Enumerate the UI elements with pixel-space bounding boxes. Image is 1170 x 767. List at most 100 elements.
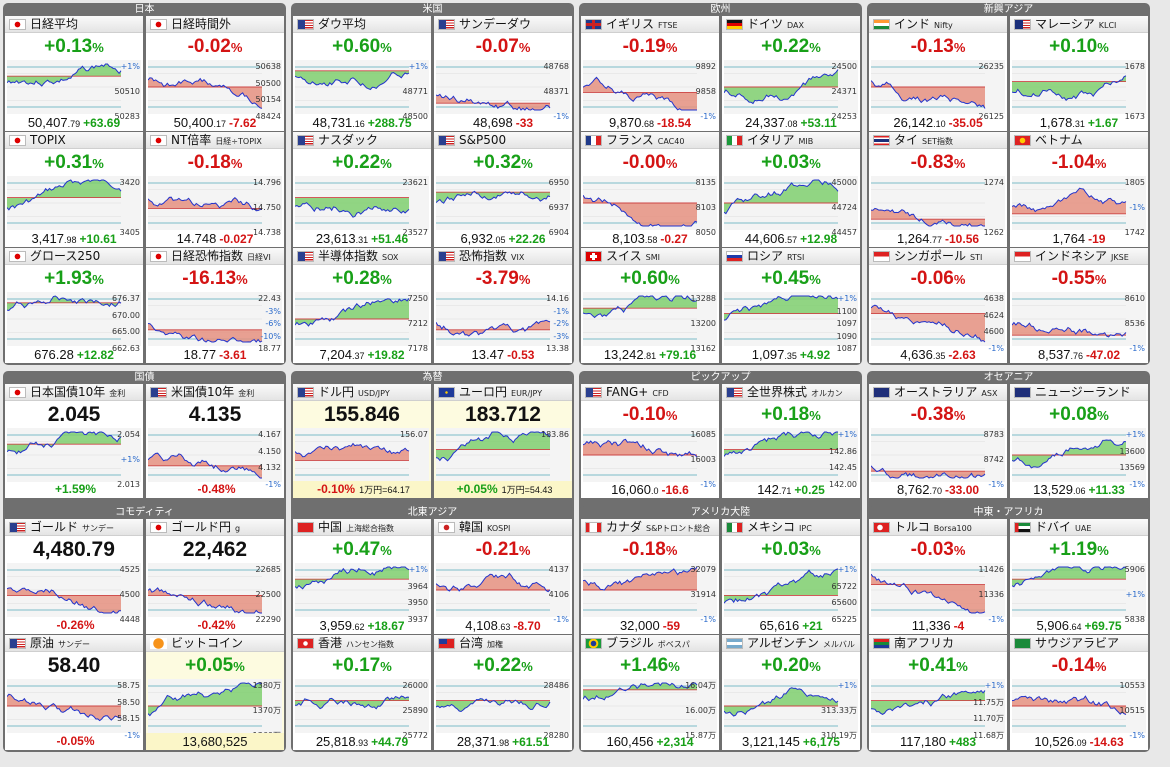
chart-area[interactable]: [295, 292, 429, 346]
market-tile[interactable]: TOPIX +0.31% 3420 3405 3,417.98 +10.61: [5, 132, 143, 247]
tile-header[interactable]: 日本国債10年 金利: [5, 384, 143, 401]
tile-header[interactable]: インドネシア JKSE: [1010, 248, 1148, 265]
chart-area[interactable]: [295, 176, 429, 230]
tile-header[interactable]: サンデーダウ: [434, 16, 572, 33]
tile-header[interactable]: ドバイ UAE: [1010, 519, 1148, 536]
chart-area[interactable]: [7, 60, 141, 114]
chart-area[interactable]: [724, 563, 858, 617]
market-tile[interactable]: 米国債10年 金利 4.135 4.167 4.150 4.132 -1% -0.48%: [146, 384, 284, 498]
market-tile[interactable]: ニュージーランド +0.08% +1% 13600 13569 -1% 13,529.06 +…: [1010, 384, 1148, 498]
tile-header[interactable]: ベトナム: [1010, 132, 1148, 149]
chart-area[interactable]: [148, 60, 282, 114]
chart-area[interactable]: [7, 563, 141, 617]
chart-area[interactable]: [436, 292, 570, 346]
market-tile[interactable]: NT倍率 日経÷TOPIX -0.18% 14.796 14.750 14.738 14.7…: [146, 132, 284, 247]
tile-header[interactable]: 台湾 加権: [434, 635, 572, 652]
market-tile[interactable]: S&P500 +0.32% 6950 6937 6904 6,932.05 +22.26: [434, 132, 572, 247]
chart-area[interactable]: [583, 292, 717, 346]
market-tile[interactable]: トルコ Borsa100 -0.03% 11426 11336 -1% 11,336 -4: [869, 519, 1007, 634]
market-tile[interactable]: 日経恐怖指数 日経VI -16.13% 22.43 -3% -6% -10% 18.77 18.…: [146, 248, 284, 363]
chart-area[interactable]: [724, 428, 858, 482]
market-tile[interactable]: 原油 サンデー 58.40 58.75 58.50 58.15 -1% -0.05%: [5, 635, 143, 750]
market-tile[interactable]: タイ SET指数 -0.83% 1274 1262 1,264.77 -10.56: [869, 132, 1007, 247]
chart-area[interactable]: [871, 176, 1005, 230]
tile-header[interactable]: ビットコイン: [146, 635, 284, 652]
tile-header[interactable]: 米国債10年 金利: [146, 384, 284, 401]
market-tile[interactable]: インド Nifty -0.13% 26235 26125 26,142.10 -35.05: [869, 16, 1007, 131]
tile-header[interactable]: NT倍率 日経÷TOPIX: [146, 132, 284, 149]
tile-header[interactable]: フランス CAC40: [581, 132, 719, 149]
tile-header[interactable]: ナスダック: [293, 132, 431, 149]
chart-area[interactable]: [1012, 428, 1146, 482]
tile-header[interactable]: グロース250: [5, 248, 143, 265]
market-tile[interactable]: ドバイ UAE +1.19% 5906 +1% 5838 5,906.64 +69.75: [1010, 519, 1148, 634]
market-tile[interactable]: サンデーダウ -0.07% 48768 48371 -1% 48,698 -33: [434, 16, 572, 131]
market-tile[interactable]: アルゼンチン メルバル +0.20% +1% 313.33万 310.19万 3,121,1…: [722, 635, 860, 750]
tile-header[interactable]: サウジアラビア: [1010, 635, 1148, 652]
market-tile[interactable]: オーストラリア ASX -0.38% 8783 8742 -1% 8,762.70 -33.0…: [869, 384, 1007, 498]
market-tile[interactable]: FANG+ CFD -0.10% 16085 16003 -1% 16,060.0 -16.6: [581, 384, 719, 498]
market-tile[interactable]: グロース250 +1.93% 676.37 670.00 665.00 662.63 676…: [5, 248, 143, 363]
tile-header[interactable]: TOPIX: [5, 132, 143, 149]
chart-area[interactable]: [1012, 292, 1146, 346]
market-tile[interactable]: インドネシア JKSE -0.55% 8610 8536 -1% 8,537.76 -47.0…: [1010, 248, 1148, 363]
chart-area[interactable]: [871, 679, 1005, 733]
chart-area[interactable]: [1012, 563, 1146, 617]
chart-area[interactable]: [1012, 679, 1146, 733]
market-tile[interactable]: メキシコ IPC +0.03% +1% 65722 65600 65225 65,616 +21: [722, 519, 860, 634]
chart-area[interactable]: [583, 428, 717, 482]
market-tile[interactable]: 日本国債10年 金利 2.045 2.054 +1% 2.013 +1.59%: [5, 384, 143, 498]
tile-header[interactable]: FANG+ CFD: [581, 384, 719, 401]
chart-area[interactable]: [583, 679, 717, 733]
tile-header[interactable]: ブラジル ボベスパ: [581, 635, 719, 652]
chart-area[interactable]: [1012, 176, 1146, 230]
chart-area[interactable]: [148, 176, 282, 230]
chart-area[interactable]: [295, 60, 429, 114]
market-tile[interactable]: 全世界株式 オルカン +0.18% +1% 142.86 142.45 142.00 142.…: [722, 384, 860, 498]
market-tile[interactable]: 香港 ハンセン指数 +0.17% 26000 25890 25772 25,818.93 +4…: [293, 635, 431, 750]
chart-area[interactable]: [583, 60, 717, 114]
tile-header[interactable]: ニュージーランド: [1010, 384, 1148, 401]
market-tile[interactable]: イタリア MIB +0.03% 45000 44724 44457 44,606.57 +12…: [722, 132, 860, 247]
chart-area[interactable]: [148, 428, 282, 482]
tile-header[interactable]: ユーロ円 EUR/JPY: [434, 384, 572, 401]
tile-header[interactable]: マレーシア KLCI: [1010, 16, 1148, 33]
tile-header[interactable]: スイス SMI: [581, 248, 719, 265]
tile-header[interactable]: 香港 ハンセン指数: [293, 635, 431, 652]
chart-area[interactable]: [295, 563, 429, 617]
market-tile[interactable]: シンガポール STI -0.06% 4638 4624 4600 -1% 4,636.35 -2…: [869, 248, 1007, 363]
market-tile[interactable]: ゴールド円 g 22,462 22685 22500 22290 -0.42%: [146, 519, 284, 634]
market-tile[interactable]: 中国 上海総合指数 +0.47% +1% 3964 3950 3937 3,959.62 +18…: [293, 519, 431, 634]
tile-header[interactable]: ドル円 USD/JPY: [293, 384, 431, 401]
chart-area[interactable]: [148, 563, 282, 617]
market-tile[interactable]: 日経平均 +0.13% +1% 50510 50283 50,407.79 +63.69: [5, 16, 143, 131]
market-tile[interactable]: 台湾 加権 +0.22% 28486 28280 28,371.98 +61.51: [434, 635, 572, 750]
market-tile[interactable]: マレーシア KLCI +0.10% 1678 1673 1,678.31 +1.67: [1010, 16, 1148, 131]
market-tile[interactable]: ドル円USD/JPY155.846156.07155.57-0.10%1万円=6…: [293, 384, 431, 498]
chart-area[interactable]: [7, 292, 141, 346]
market-tile[interactable]: ダウ平均 +0.60% +1% 48771 48500 48,731.16 +288.75: [293, 16, 431, 131]
market-tile[interactable]: 韓国 KOSPI -0.21% 4137 4106 -1% 4,108.63 -8.70: [434, 519, 572, 634]
chart-area[interactable]: [7, 679, 141, 733]
market-tile[interactable]: カナダ S&Pトロント総合 -0.18% 32079 31914 -1% 32,000 -59: [581, 519, 719, 634]
tile-header[interactable]: アルゼンチン メルバル: [722, 635, 860, 652]
tile-header[interactable]: シンガポール STI: [869, 248, 1007, 265]
market-tile[interactable]: 恐怖指数 VIX -3.79% 14.16 -1% -2% -3% 13.38 13.47 -0.…: [434, 248, 572, 363]
tile-header[interactable]: 半導体指数 SOX: [293, 248, 431, 265]
market-tile[interactable]: ベトナム -1.04% 1805 -1% 1742 1,764 -19: [1010, 132, 1148, 247]
chart-area[interactable]: [583, 563, 717, 617]
chart-area[interactable]: [148, 292, 282, 346]
tile-header[interactable]: 日経時間外: [146, 16, 284, 33]
market-tile[interactable]: 半導体指数 SOX +0.28% 7250 7212 7178 7,204.37 +19.82: [293, 248, 431, 363]
market-tile[interactable]: ロシア RTSI +0.45% +1% 1100 1097 1090 1087 1,097.35…: [722, 248, 860, 363]
market-tile[interactable]: ブラジル ボベスパ +1.46% 16.04万 16.00万 15.87万 160,456 +…: [581, 635, 719, 750]
tile-header[interactable]: カナダ S&Pトロント総合: [581, 519, 719, 536]
chart-area[interactable]: [436, 60, 570, 114]
tile-header[interactable]: ダウ平均: [293, 16, 431, 33]
tile-header[interactable]: イギリス FTSE: [581, 16, 719, 33]
chart-area[interactable]: [295, 428, 429, 482]
chart-area[interactable]: [295, 679, 429, 733]
tile-header[interactable]: 韓国 KOSPI: [434, 519, 572, 536]
chart-area[interactable]: [871, 563, 1005, 617]
tile-header[interactable]: 全世界株式 オルカン: [722, 384, 860, 401]
